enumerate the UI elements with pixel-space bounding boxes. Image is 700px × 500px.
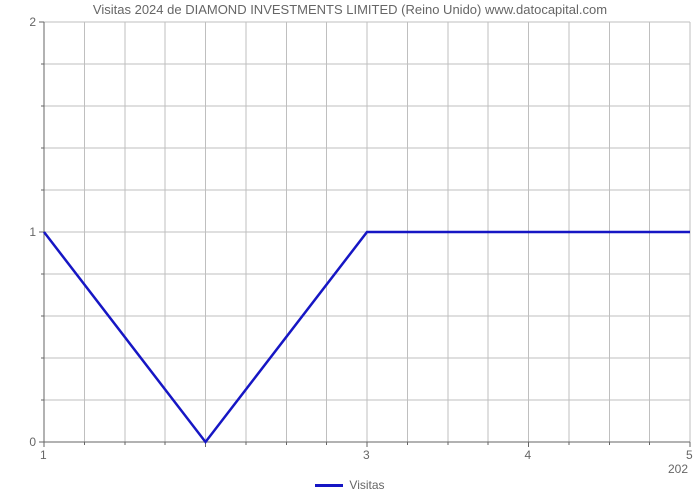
- x-tick-label: 1: [40, 448, 47, 462]
- chart-svg: [44, 22, 690, 442]
- x-axis-secondary-label: 202: [668, 462, 688, 476]
- legend-swatch: [315, 484, 343, 487]
- chart-title: Visitas 2024 de DIAMOND INVESTMENTS LIMI…: [0, 2, 700, 17]
- y-tick-label: 2: [29, 15, 36, 29]
- chart-container: Visitas 2024 de DIAMOND INVESTMENTS LIMI…: [0, 0, 700, 500]
- legend-label: Visitas: [349, 478, 384, 492]
- legend: Visitas: [0, 478, 700, 492]
- x-tick-label: 3: [363, 448, 370, 462]
- plot-area: [44, 22, 690, 442]
- y-tick-label: 0: [29, 435, 36, 449]
- y-tick-label: 1: [29, 225, 36, 239]
- x-tick-label: 5: [686, 448, 693, 462]
- x-tick-label: 4: [525, 448, 532, 462]
